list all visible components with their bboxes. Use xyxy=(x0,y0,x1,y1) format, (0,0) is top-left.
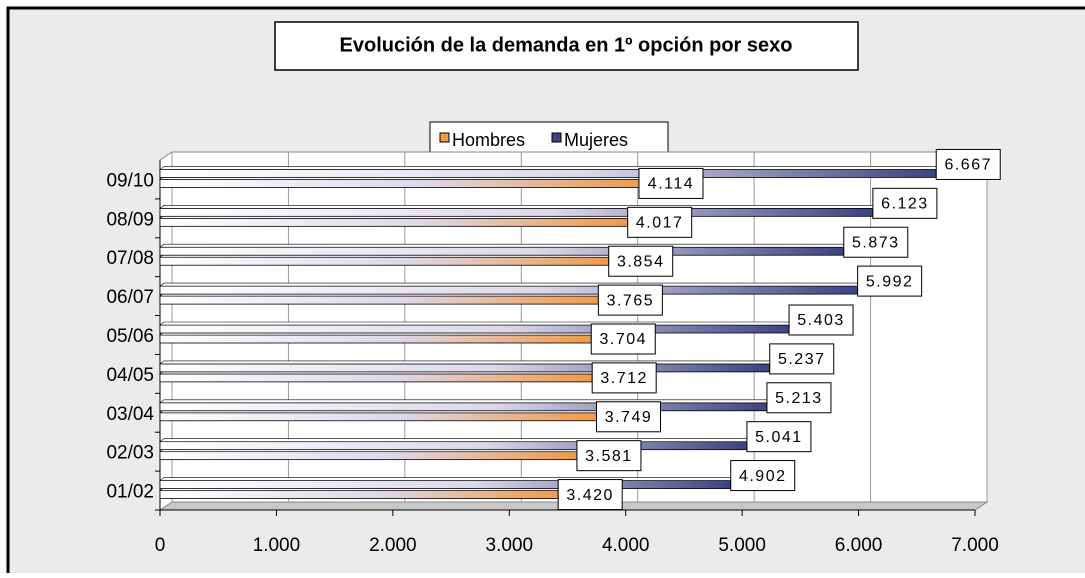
data-label-box xyxy=(597,284,663,316)
bar xyxy=(159,451,578,461)
x-tick-label: 2.000 xyxy=(369,535,417,556)
bar-top xyxy=(159,166,942,170)
data-label: 5.873 xyxy=(852,234,900,251)
chart-title: Evolución de la demanda en 1º opción por… xyxy=(340,34,793,56)
bar xyxy=(159,295,599,305)
data-label: 5.403 xyxy=(797,312,845,329)
x-tick-label: 3.000 xyxy=(486,535,534,556)
data-label-box xyxy=(769,343,835,375)
bar-top xyxy=(159,399,772,404)
bar xyxy=(159,256,610,266)
bar xyxy=(159,324,790,334)
y-tick-label: 03/04 xyxy=(106,404,154,425)
bar-top xyxy=(159,360,775,365)
data-label: 3.854 xyxy=(617,253,665,270)
bar xyxy=(159,169,937,178)
bar-top xyxy=(159,321,794,326)
data-label-box xyxy=(935,148,1001,180)
data-label-box xyxy=(591,362,657,394)
data-label-box xyxy=(788,304,854,336)
y-tick-label: 02/03 xyxy=(106,443,154,464)
bar xyxy=(159,363,771,373)
x-tick-label: 1.000 xyxy=(253,535,301,556)
y-tick-label: 07/08 xyxy=(106,248,154,269)
data-label: 3.749 xyxy=(605,409,653,426)
bar xyxy=(159,412,597,422)
x-tick-label: 7.000 xyxy=(951,535,999,556)
data-label: 5.992 xyxy=(866,273,914,290)
y-tick-label: 01/02 xyxy=(106,482,154,503)
data-label: 6.123 xyxy=(881,196,929,213)
x-tick-label: 4.000 xyxy=(602,535,650,556)
bar xyxy=(159,480,732,489)
data-label: 3.712 xyxy=(600,370,648,387)
data-label: 3.581 xyxy=(585,448,633,465)
y-tick-label: 04/05 xyxy=(106,365,154,386)
bar xyxy=(159,217,629,227)
y-tick-label: 09/10 xyxy=(106,170,154,191)
data-label-box xyxy=(590,323,656,355)
data-label-box xyxy=(843,226,909,258)
bar-top xyxy=(159,282,863,287)
data-label-box xyxy=(557,479,623,511)
data-label-box xyxy=(857,265,923,297)
bar xyxy=(159,490,559,499)
data-label-box xyxy=(627,206,693,238)
data-label-box xyxy=(766,382,832,414)
bar xyxy=(159,441,748,451)
data-label: 5.213 xyxy=(775,390,823,407)
bar xyxy=(159,334,592,344)
data-label: 3.420 xyxy=(566,487,614,504)
data-label: 6.667 xyxy=(944,157,992,174)
data-label: 3.704 xyxy=(599,331,647,348)
legend-swatch xyxy=(551,132,562,143)
bar xyxy=(159,246,845,256)
data-label: 4.114 xyxy=(648,176,694,193)
bar-top xyxy=(159,243,849,248)
bar-top xyxy=(159,438,752,442)
bar xyxy=(159,373,593,383)
data-label: 5.041 xyxy=(755,429,803,446)
title-box xyxy=(274,21,859,71)
data-label-box xyxy=(638,167,704,199)
y-tick-label: 08/09 xyxy=(106,209,154,230)
data-label: 5.237 xyxy=(778,351,826,368)
bar xyxy=(159,285,859,295)
legend-swatch xyxy=(439,132,450,143)
legend-label: Mujeres xyxy=(564,130,628,150)
bar-top xyxy=(159,477,736,481)
y-tick-label: 06/07 xyxy=(106,287,154,308)
data-label-box xyxy=(608,245,674,277)
data-label-box xyxy=(872,187,938,219)
bar xyxy=(159,402,768,412)
data-label: 3.765 xyxy=(607,292,655,309)
data-label: 4.902 xyxy=(739,468,787,485)
data-label-box xyxy=(746,421,812,453)
data-label-box xyxy=(730,460,796,492)
data-label-box xyxy=(595,401,661,433)
bar xyxy=(159,207,874,217)
data-label: 4.017 xyxy=(636,215,684,232)
bar-top xyxy=(159,205,878,209)
legend-label: Hombres xyxy=(452,130,525,150)
y-tick-label: 05/06 xyxy=(106,326,154,347)
x-tick-label: 6.000 xyxy=(835,535,883,556)
x-tick-label: 5.000 xyxy=(718,535,766,556)
data-label-box xyxy=(576,440,642,472)
x-tick-label: 0 xyxy=(155,535,166,556)
bar xyxy=(159,179,640,188)
